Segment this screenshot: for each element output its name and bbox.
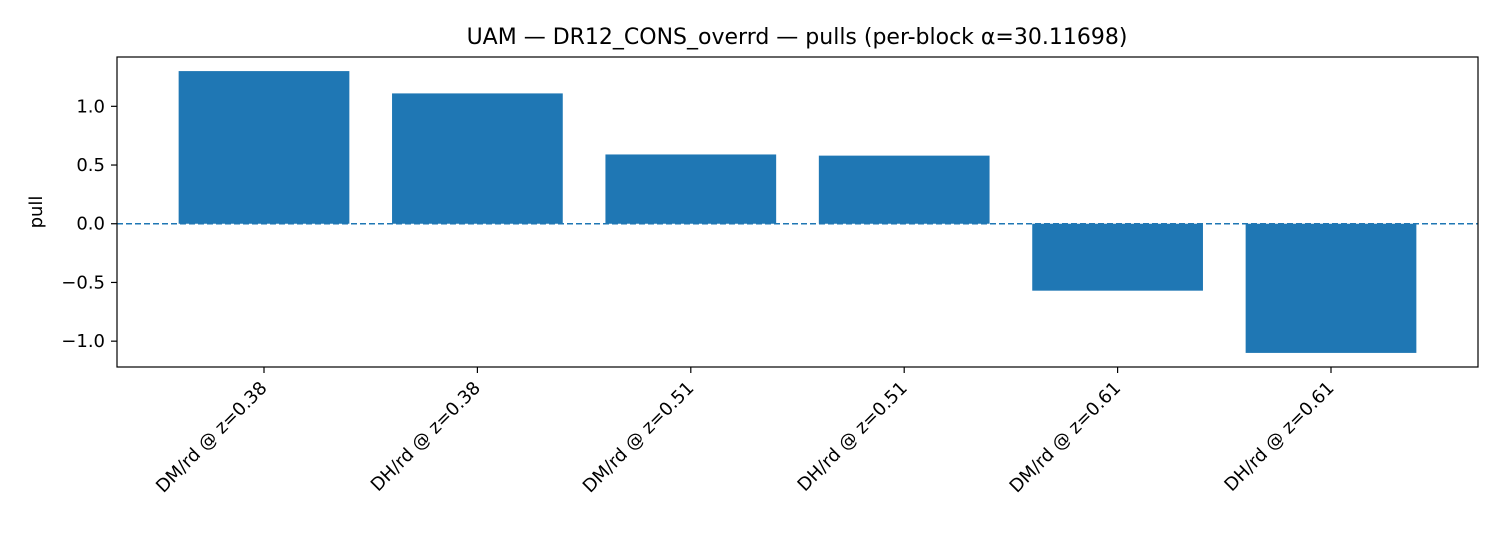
bar <box>605 154 777 224</box>
y-tick-label: −0.5 <box>61 272 105 293</box>
bar <box>1032 223 1203 291</box>
y-tick-label: 1.0 <box>76 96 105 117</box>
x-tick-label: DH/rd @ z=0.51 <box>794 378 912 496</box>
chart-title: UAM — DR12_CONS_overrd — pulls (per-bloc… <box>467 25 1128 50</box>
x-tick-label: DH/rd @ z=0.61 <box>1220 378 1338 496</box>
bar <box>392 93 563 224</box>
y-tick-label: −1.0 <box>61 331 105 352</box>
y-axis-label: pull <box>26 196 47 229</box>
y-tick-label: 0.0 <box>76 214 105 235</box>
y-tick-label: 0.5 <box>76 155 105 176</box>
x-tick-label: DH/rd @ z=0.38 <box>367 378 485 496</box>
x-tick-label: DM/rd @ z=0.38 <box>152 378 272 498</box>
plot-frame <box>116 56 1479 368</box>
x-tick-label: DM/rd @ z=0.61 <box>1006 378 1126 498</box>
bar <box>178 71 350 224</box>
x-tick-label: DM/rd @ z=0.51 <box>579 378 699 498</box>
bar <box>818 155 990 224</box>
bar <box>1245 223 1417 353</box>
